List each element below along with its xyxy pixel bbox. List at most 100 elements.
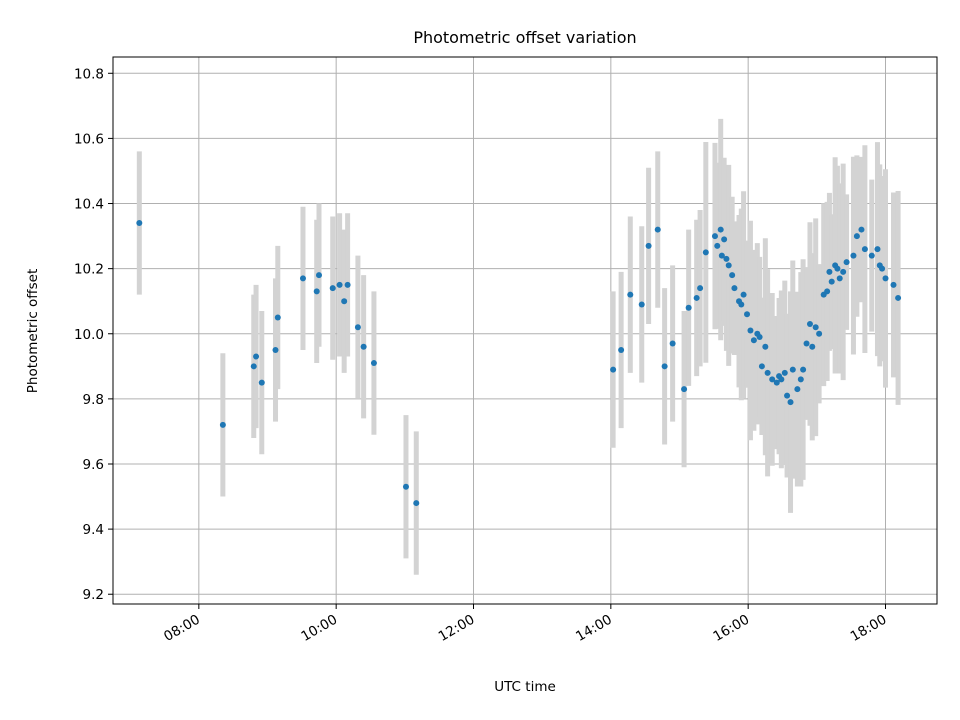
data-point (250, 363, 257, 370)
data-point (402, 483, 409, 490)
data-point (750, 337, 757, 344)
data-point (253, 353, 260, 360)
x-tick-label: 12:00 (436, 612, 478, 645)
y-tick-label: 9.6 (83, 457, 104, 473)
data-point (747, 327, 754, 334)
data-point (868, 252, 875, 259)
data-point (336, 281, 343, 288)
data-point (806, 320, 813, 327)
data-point (797, 376, 804, 383)
y-tick-label: 9.8 (83, 392, 104, 408)
data-point (834, 265, 841, 272)
data-point (756, 334, 763, 341)
data-point (861, 246, 868, 253)
error-bars (136, 118, 901, 575)
y-axis: 9.2 9.4 9.6 9.8 10.0 10.2 10.4 10.6 10.8 (74, 66, 113, 603)
data-point (354, 324, 361, 331)
data-point (714, 242, 721, 249)
data-point (370, 360, 377, 367)
data-points (136, 220, 902, 507)
data-point (778, 376, 785, 383)
data-point (299, 275, 306, 282)
data-point (789, 366, 796, 373)
y-tick-label: 10.6 (74, 131, 104, 147)
y-axis-label: Photometric offset (25, 269, 41, 393)
data-point (758, 363, 765, 370)
y-tick-label: 10.4 (74, 197, 104, 213)
data-point (787, 399, 794, 406)
data-point (711, 233, 718, 240)
data-point (858, 226, 865, 233)
data-point (669, 340, 676, 347)
data-point (882, 275, 889, 282)
data-point (729, 272, 736, 279)
data-point (826, 268, 833, 275)
data-point (136, 220, 143, 227)
data-point (843, 259, 850, 266)
data-point (360, 343, 367, 350)
data-point (874, 246, 881, 253)
data-point (740, 291, 747, 298)
data-point (697, 285, 704, 292)
data-point (341, 298, 348, 305)
data-point (702, 249, 709, 256)
data-point (627, 291, 634, 298)
y-tick-label: 9.4 (83, 522, 104, 538)
data-point (809, 343, 816, 350)
y-tick-label: 10.8 (74, 66, 104, 82)
data-point (784, 392, 791, 399)
data-point (219, 421, 226, 428)
data-point (638, 301, 645, 308)
x-tick-label: 10:00 (298, 612, 340, 645)
data-point (781, 369, 788, 376)
data-point (258, 379, 265, 386)
data-point (836, 275, 843, 282)
data-point (654, 226, 661, 233)
data-point (769, 376, 776, 383)
data-point (313, 288, 320, 295)
data-point (762, 343, 769, 350)
data-point (721, 236, 728, 243)
data-point (661, 363, 668, 370)
data-point (731, 285, 738, 292)
data-point (764, 369, 771, 376)
x-tick-label: 18:00 (848, 612, 890, 645)
y-tick-label: 10.2 (74, 262, 104, 278)
data-point (812, 324, 819, 331)
data-point (794, 386, 801, 393)
data-point (316, 272, 322, 279)
data-point (272, 347, 279, 354)
data-point (329, 285, 336, 292)
plot-area-frame (112, 56, 938, 605)
data-point (850, 252, 857, 259)
data-point (744, 311, 751, 318)
data-point (800, 366, 807, 373)
data-point (274, 314, 281, 321)
data-point (738, 301, 745, 308)
data-point (723, 255, 730, 262)
x-axis-label: UTC time (494, 679, 556, 695)
y-tick-label: 10.0 (74, 327, 104, 343)
data-point (413, 500, 420, 507)
data-point (840, 268, 847, 275)
data-point (853, 233, 860, 240)
data-point (828, 278, 835, 285)
data-point (824, 288, 831, 295)
x-tick-label: 08:00 (161, 612, 203, 645)
data-point (681, 386, 688, 393)
data-point (879, 265, 886, 272)
x-tick-label: 16:00 (710, 612, 752, 645)
data-point (717, 226, 724, 233)
data-point (618, 347, 625, 354)
data-point (890, 281, 897, 288)
data-point (685, 304, 692, 311)
data-point (610, 366, 617, 373)
y-tick-label: 9.2 (83, 587, 104, 603)
data-point (344, 281, 351, 288)
data-point (718, 252, 725, 259)
data-point (725, 262, 732, 269)
data-point (895, 294, 902, 301)
data-point (773, 379, 780, 386)
data-point (816, 330, 823, 337)
x-axis: 08:00 10:00 12:00 14:00 16:00 18:00 (161, 604, 890, 645)
